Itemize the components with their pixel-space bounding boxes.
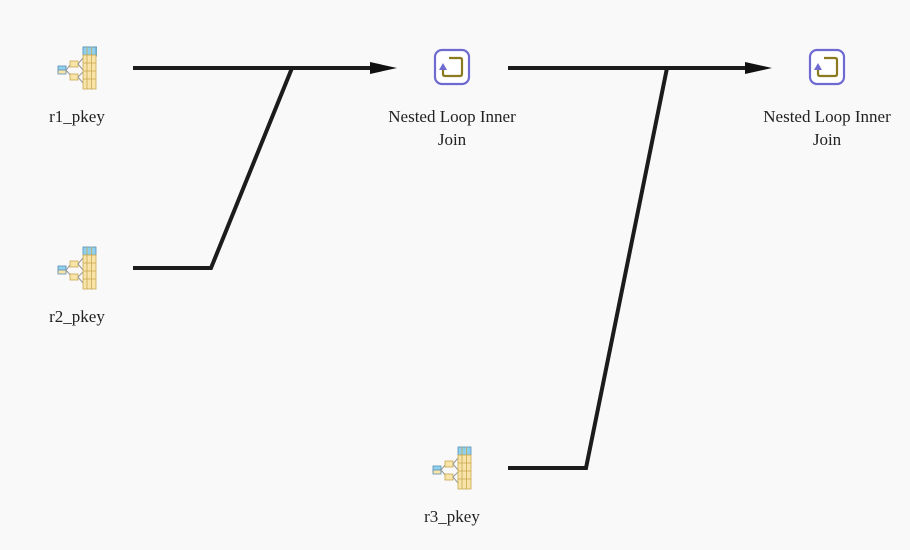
edge-r3-to-join2 xyxy=(508,67,669,470)
node-label: Nested Loop Inner Join xyxy=(372,105,532,151)
index-scan-icon xyxy=(57,246,97,290)
arrowhead xyxy=(745,62,772,74)
node-label-line1: Nested Loop Inner xyxy=(388,107,516,126)
edge-join1-to-join2 xyxy=(508,62,772,74)
node-label: Nested Loop Inner Join xyxy=(747,105,907,151)
node-label: r3_pkey xyxy=(424,507,480,526)
node-nested-loop-join-1[interactable]: Nested Loop Inner Join xyxy=(372,46,532,151)
node-label-line2: Join xyxy=(812,130,842,149)
node-label: r2_pkey xyxy=(49,307,105,326)
index-scan-icon xyxy=(432,446,472,490)
node-label-line1: Nested Loop Inner xyxy=(763,107,891,126)
node-r3-pkey[interactable]: r3_pkey xyxy=(372,446,532,528)
arrowhead xyxy=(370,62,397,74)
node-nested-loop-join-2[interactable]: Nested Loop Inner Join xyxy=(747,46,907,151)
node-r1-pkey[interactable]: r1_pkey xyxy=(0,46,157,128)
nested-loop-icon xyxy=(808,48,846,86)
index-scan-icon xyxy=(57,46,97,90)
node-r2-pkey[interactable]: r2_pkey xyxy=(0,246,157,328)
edge-r2-to-join1 xyxy=(133,67,294,270)
node-label: r1_pkey xyxy=(49,107,105,126)
node-label-line2: Join xyxy=(437,130,467,149)
nested-loop-icon xyxy=(433,48,471,86)
edge-r1-to-join1 xyxy=(133,62,397,74)
